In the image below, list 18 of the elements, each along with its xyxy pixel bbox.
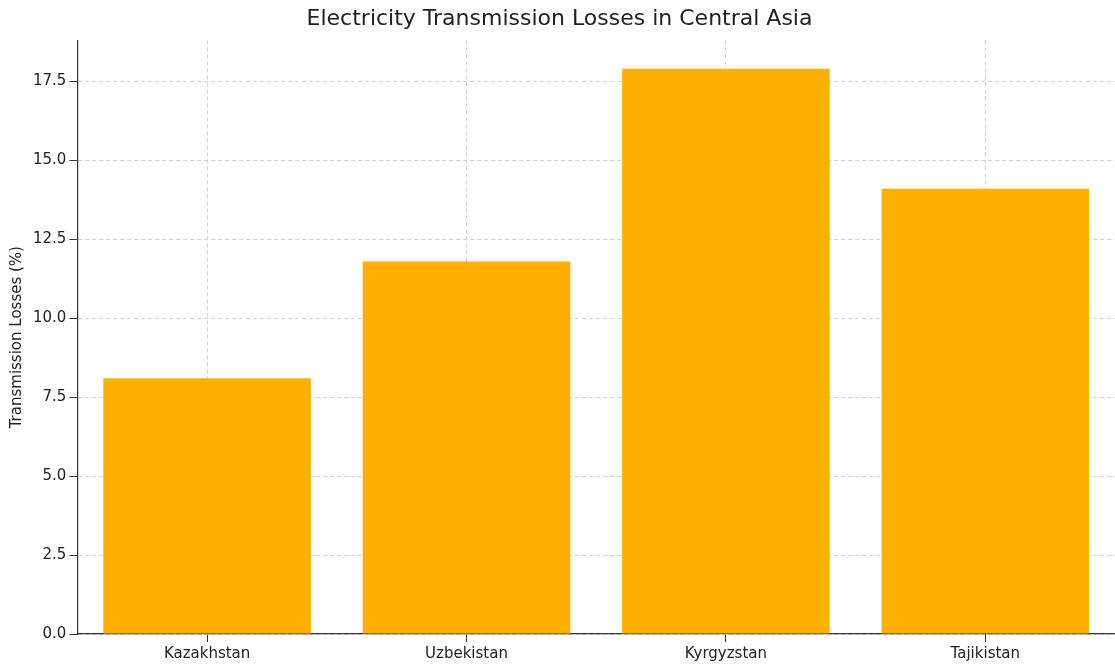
y-tick-label: 0.0 [42, 623, 67, 642]
bar [362, 261, 571, 634]
bar [881, 188, 1090, 634]
y-tick-label: 12.5 [32, 229, 67, 248]
chart-title: Electricity Transmission Losses in Central Asia [306, 4, 813, 30]
y-tick-label: 17.5 [32, 71, 67, 90]
y-tick-label: 15.0 [32, 150, 67, 169]
y-tick-label: 5.0 [42, 466, 67, 485]
x-tick-label: Uzbekistan [425, 643, 508, 662]
y-tick-label: 2.5 [42, 544, 67, 563]
bar [622, 68, 830, 634]
x-tick-label: Tajikistan [949, 643, 1021, 662]
x-tick-label: Kazakhstan [163, 643, 251, 662]
y-axis-title: Transmission Losses (%) [6, 246, 25, 430]
bar [103, 378, 311, 634]
y-tick-label: 10.0 [32, 308, 67, 327]
y-tick-label: 7.5 [42, 387, 67, 406]
x-tick-label: Kyrgyzstan [684, 643, 767, 662]
